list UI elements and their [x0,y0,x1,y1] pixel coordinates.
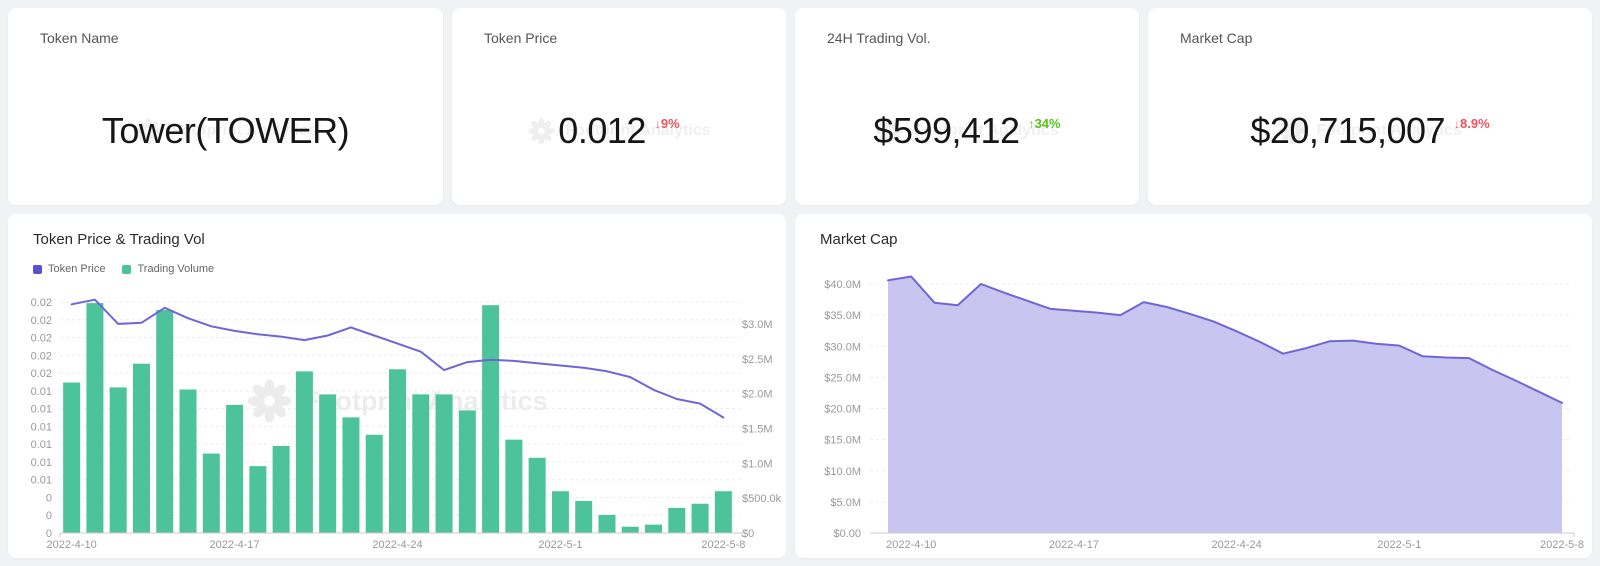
chart-card-market-cap: Market Cap Footprint Analytics $40.0M$35… [795,214,1592,558]
change-value: 9% [660,116,680,131]
svg-text:2022-4-17: 2022-4-17 [1049,539,1099,551]
svg-text:$20.0M: $20.0M [824,404,861,416]
svg-text:0.01: 0.01 [31,439,52,451]
chart-title: Token Price & Trading Vol [33,231,205,248]
stat-card-label: Token Price [484,30,558,46]
svg-text:2022-5-1: 2022-5-1 [1377,539,1421,551]
svg-text:0.02: 0.02 [31,368,52,380]
chart-title: Market Cap [820,231,898,248]
change-badge: ↓8.9% [1454,116,1490,131]
svg-text:2022-4-10: 2022-4-10 [47,539,97,551]
chart-card-price-volume: Token Price & Trading Vol Token Price Tr… [8,214,786,558]
svg-text:2022-5-8: 2022-5-8 [1540,539,1584,551]
svg-text:$25.0M: $25.0M [824,372,861,384]
svg-text:0.02: 0.02 [31,297,52,309]
stat-card-label: Market Cap [1180,30,1253,46]
change-badge: ↓9% [655,116,680,131]
svg-text:$30.0M: $30.0M [824,341,861,353]
svg-text:0: 0 [46,528,52,540]
legend-label: Trading Volume [137,263,215,275]
svg-text:0.02: 0.02 [31,333,52,345]
svg-text:0.01: 0.01 [31,475,52,487]
svg-text:$5.0M: $5.0M [830,497,861,509]
legend-item-token-price[interactable]: Token Price [33,263,105,275]
svg-text:$2.0M: $2.0M [742,389,773,401]
stat-card-label: 24H Trading Vol. [827,30,931,46]
svg-text:0: 0 [46,510,52,522]
legend-item-trading-volume[interactable]: Trading Volume [122,263,214,275]
combo-chart-canvas[interactable]: 0.02 0.02 0.02 0.02 0.02 0.01 0.01 0.01 0.01 0.01… [8,214,786,558]
svg-text:$500.0k: $500.0k [742,493,782,505]
svg-text:0.01: 0.01 [31,386,52,398]
change-badge: ↑34% [1029,116,1061,131]
arrow-up-icon: ↑ [1028,117,1035,131]
svg-text:0.01: 0.01 [31,404,52,416]
svg-text:$35.0M: $35.0M [824,310,861,322]
svg-text:$3.0M: $3.0M [742,319,773,331]
area-chart-canvas[interactable]: $40.0M $35.0M $30.0M $25.0M $20.0M $15.0M $10.… [795,214,1592,558]
svg-text:$15.0M: $15.0M [824,435,861,447]
svg-text:$0: $0 [742,528,754,540]
svg-text:$2.5M: $2.5M [742,354,773,366]
legend-swatch [33,264,42,274]
svg-text:2022-5-8: 2022-5-8 [701,539,745,551]
legend-label: Token Price [48,263,106,275]
svg-text:0: 0 [46,492,52,504]
chart-legend: Token Price Trading Volume [33,263,214,275]
svg-text:2022-5-1: 2022-5-1 [538,539,582,551]
svg-text:0.01: 0.01 [31,457,52,469]
svg-text:2022-4-10: 2022-4-10 [886,539,936,551]
svg-text:$1.0M: $1.0M [742,458,773,470]
stat-card-value: $20,715,007 [1250,110,1446,151]
svg-text:2022-4-24: 2022-4-24 [372,539,422,551]
svg-text:2022-4-17: 2022-4-17 [209,539,259,551]
stat-card-value: Tower(TOWER) [101,110,350,151]
stat-card-trading-vol: 24H Trading Vol. Footprint Analytics $59… [795,8,1139,205]
svg-text:0.02: 0.02 [31,350,52,362]
stat-card-label: Token Name [40,30,119,46]
change-value: 8.9% [1460,116,1490,131]
svg-text:0.01: 0.01 [31,421,52,433]
change-value: 34% [1034,116,1061,131]
legend-swatch [122,264,132,274]
svg-text:$0.00: $0.00 [833,528,861,540]
svg-text:$10.0M: $10.0M [824,466,861,478]
svg-text:$1.5M: $1.5M [742,424,773,436]
stat-card-market-cap: Market Cap Footprint Analytics $20,715,0… [1148,8,1592,205]
arrow-down-icon: ↓ [1454,117,1461,131]
svg-text:0.02: 0.02 [31,315,52,327]
stat-card-token-price: Token Price Footprint Analytics 0.012 ↓9… [452,8,786,205]
stat-card-value: $599,412 [873,110,1020,151]
stat-card-token-name: Token Name Footprint Analytics Tower(TOW… [8,8,443,205]
svg-text:$40.0M: $40.0M [824,279,861,291]
arrow-down-icon: ↓ [654,117,661,131]
stat-card-value: 0.012 [558,110,646,151]
svg-text:2022-4-24: 2022-4-24 [1212,539,1262,551]
